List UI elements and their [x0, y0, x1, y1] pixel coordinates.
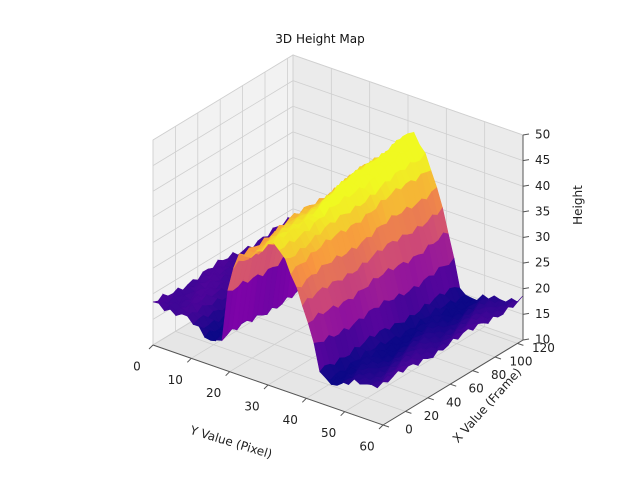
tick-marks: [148, 133, 530, 430]
z-tick-label: 20: [535, 281, 550, 295]
tick-labels: 0102030405060020406080100120101520253035…: [133, 128, 555, 454]
x-tick: [340, 411, 346, 417]
x-tick: [148, 344, 154, 350]
z-tick: [522, 236, 530, 238]
x-tick: [378, 424, 384, 430]
grid-line-z-left: [152, 80, 294, 166]
x-tick-label: 60: [359, 440, 374, 454]
z-tick: [522, 287, 530, 290]
y-tick: [427, 397, 434, 401]
grid-line-z-left: [152, 182, 294, 269]
z-tick-label: 30: [535, 230, 550, 244]
x-tick-label: 30: [244, 400, 259, 414]
z-tick-label: 35: [535, 204, 550, 218]
z-tick: [522, 312, 530, 315]
chart-title: 3D Height Map: [275, 32, 365, 46]
y-tick: [450, 383, 457, 387]
x-tick: [186, 357, 192, 363]
z-tick: [522, 184, 530, 187]
y-tick-label: 80: [491, 368, 506, 382]
grid-line-z-back: [292, 54, 524, 136]
z-tick-label: 40: [535, 179, 550, 193]
z-tick-label: 10: [535, 333, 550, 347]
y-tick-label: 20: [424, 409, 439, 423]
y-tick-label: 120: [532, 341, 555, 355]
surface-cell: [377, 381, 389, 389]
grid-line-z-back: [292, 80, 524, 162]
y-axis-line: [382, 339, 524, 426]
x-tick-label: 50: [321, 426, 336, 440]
z-tick: [522, 133, 530, 136]
z-tick-label: 15: [535, 307, 550, 321]
x-tick-label: 0: [133, 360, 141, 374]
z-axis-label: Height: [571, 185, 585, 225]
x-tick-label: 10: [168, 373, 183, 387]
y-tick: [472, 370, 479, 374]
y-tick: [382, 424, 390, 428]
y-tick-label: 0: [405, 423, 413, 437]
x-tick-label: 40: [283, 413, 298, 427]
x-axis-label: Y Value (Pixel): [188, 423, 274, 462]
z-tick-label: 25: [535, 256, 550, 270]
z-tick: [522, 159, 530, 162]
y-tick: [494, 356, 502, 360]
z-tick-label: 50: [535, 128, 550, 142]
grid-line-z-left: [152, 105, 294, 192]
z-tick: [522, 338, 530, 341]
x-tick-label: 20: [206, 386, 221, 400]
z-tick: [522, 210, 530, 213]
y-tick-label: 60: [469, 382, 484, 396]
grid-line-y-floor: [197, 317, 428, 399]
x-tick: [263, 384, 269, 390]
grid-line-x-floor: [344, 326, 485, 413]
grid-line-y-floor: [175, 331, 406, 412]
y-tick: [405, 410, 412, 414]
surface-mesh: [152, 131, 524, 389]
y-tick: [517, 342, 524, 346]
grid-line-z-left: [152, 157, 294, 243]
grid-line-z-left: [152, 131, 294, 218]
x-tick: [301, 397, 307, 403]
y-tick-label: 40: [446, 395, 461, 409]
z-tick-label: 45: [535, 153, 550, 167]
z-tick: [522, 261, 530, 264]
grid-line-z-left: [152, 208, 294, 295]
y-tick-label: 100: [510, 355, 533, 369]
grid-line-z-left: [152, 54, 294, 141]
x-tick: [225, 371, 231, 377]
